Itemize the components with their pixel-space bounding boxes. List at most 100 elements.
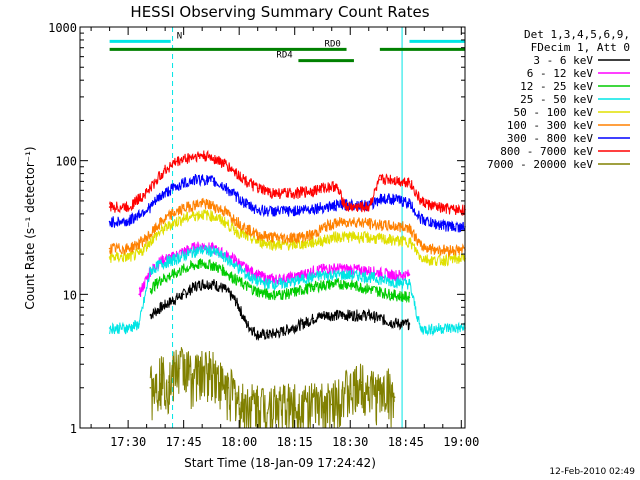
data-point: [171, 274, 174, 276]
data-point: [171, 213, 174, 215]
data-point: [379, 224, 381, 226]
data-point: [108, 247, 111, 250]
data-point: [367, 269, 370, 272]
data-point: [379, 278, 381, 280]
data-point: [345, 220, 348, 223]
data-point: [345, 314, 348, 316]
data-point: [334, 222, 337, 225]
series-800-7000-keV: [108, 149, 466, 217]
data-point: [356, 206, 359, 208]
data-point: [182, 158, 185, 160]
data-point: [193, 264, 196, 267]
data-point: [234, 264, 237, 267]
data-point: [379, 290, 381, 293]
data-point: [223, 210, 226, 212]
data-point: [390, 197, 392, 200]
data-point: [419, 200, 422, 202]
data-point: [160, 262, 163, 265]
data-point: [430, 259, 433, 262]
series-line-50-100-keV: [109, 209, 466, 267]
data-point: [356, 268, 359, 271]
data-point: [408, 274, 411, 276]
x-tick-label: 19:00: [443, 435, 479, 449]
data-point: [367, 276, 370, 278]
data-point: [245, 323, 248, 325]
data-point: [223, 269, 226, 272]
data-point: [108, 220, 111, 223]
data-point: [279, 331, 281, 334]
data-point: [390, 225, 392, 227]
data-point: [182, 268, 185, 270]
data-point: [108, 206, 111, 208]
data-point: [401, 274, 403, 276]
series-300-800-keV: [108, 174, 466, 233]
data-point: [334, 235, 337, 238]
data-point: [138, 293, 141, 296]
data-point: [160, 229, 163, 232]
data-point: [223, 256, 226, 258]
data-point: [386, 386, 389, 389]
data-point: [301, 278, 303, 280]
data-point: [323, 226, 326, 228]
data-point: [453, 327, 455, 329]
data-point: [234, 194, 237, 197]
data-point: [234, 259, 237, 262]
data-point: [212, 367, 215, 370]
data-point: [245, 180, 248, 183]
data-point: [256, 240, 259, 242]
data-point: [160, 194, 163, 197]
data-point: [234, 219, 237, 221]
data-point: [393, 396, 396, 398]
series-100-300-keV: [108, 197, 466, 258]
data-point: [290, 292, 292, 294]
data-point: [267, 210, 270, 212]
data-point: [175, 367, 178, 370]
data-point: [193, 250, 196, 253]
data-point: [212, 282, 215, 285]
data-point: [256, 274, 259, 276]
data-point: [227, 386, 229, 389]
data-point: [127, 206, 129, 208]
data-point: [323, 186, 326, 189]
data-point: [312, 241, 315, 244]
data-point: [267, 191, 270, 194]
x-tick-label: 18:45: [388, 435, 424, 449]
data-point: [367, 222, 370, 225]
data-point: [323, 206, 326, 208]
data-point: [367, 206, 370, 208]
x-axis-ticks: 17:30 17:45 18:00 18:15 18:30 18:45 19:00: [90, 27, 479, 449]
series-line-300-800-keV: [109, 174, 466, 233]
legend-header-line-1: Det 1,3,4,5,6,9,: [524, 28, 630, 41]
x-tick-label: 18:00: [221, 435, 257, 449]
series-line-3-6-keV: [149, 279, 410, 341]
data-point: [279, 236, 281, 239]
data-point: [408, 296, 411, 299]
series-25-50-keV: [108, 245, 466, 337]
x-tick-label: 18:30: [332, 435, 368, 449]
data-point: [430, 328, 433, 330]
data-point: [108, 256, 111, 258]
data-point: [408, 202, 411, 205]
data-point: [312, 207, 315, 210]
data-point: [379, 393, 381, 395]
data-point: [256, 233, 259, 236]
annotation-label-rd4: RD4: [276, 51, 292, 61]
data-point: [201, 178, 203, 180]
data-point: [345, 235, 348, 238]
data-point: [401, 240, 403, 242]
data-point: [234, 299, 237, 302]
chart-title: HESSI Observing Summary Count Rates: [130, 3, 429, 21]
data-point: [149, 288, 152, 290]
data-point: [279, 293, 281, 296]
data-point: [149, 269, 152, 272]
data-point: [234, 393, 237, 395]
data-point: [182, 182, 185, 184]
data-point: [334, 314, 337, 316]
data-point: [441, 207, 444, 210]
data-point: [256, 290, 259, 293]
data-point: [201, 262, 203, 265]
data-point: [419, 217, 422, 220]
x-tick-label: 18:15: [277, 435, 313, 449]
data-point: [193, 285, 196, 288]
data-point: [323, 314, 326, 316]
